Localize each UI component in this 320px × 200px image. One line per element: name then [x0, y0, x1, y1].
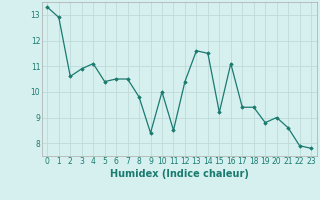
X-axis label: Humidex (Indice chaleur): Humidex (Indice chaleur)	[110, 169, 249, 179]
